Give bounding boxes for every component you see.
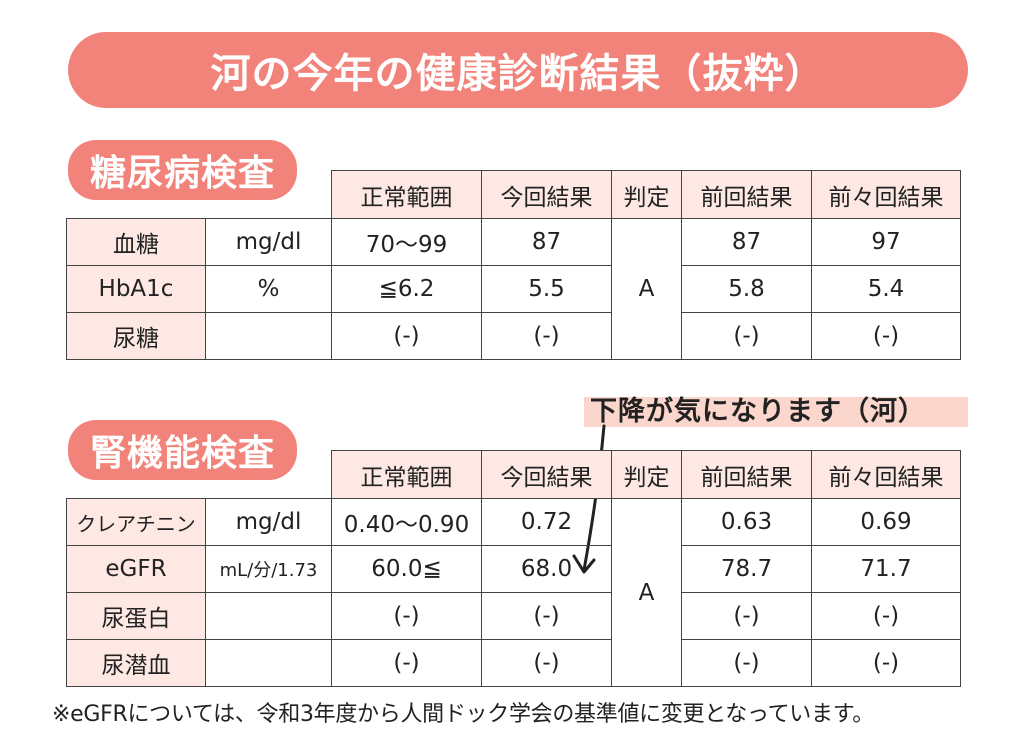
- before-previous-result: 0.69: [811, 498, 961, 546]
- current-result: (-): [481, 639, 612, 687]
- before-previous-result: 5.4: [811, 265, 961, 313]
- current-result: 87: [481, 218, 612, 266]
- test-unit: %: [205, 265, 332, 313]
- test-name: eGFR: [66, 545, 206, 593]
- diabetes-table: 正常範囲 今回結果 判定 前回結果 前々回結果 血糖 mg/dl 70〜99 8…: [66, 170, 961, 360]
- empty-cell: [67, 451, 206, 499]
- test-unit: [205, 592, 332, 640]
- current-result: 5.5: [481, 265, 612, 313]
- header-row: 正常範囲 今回結果 判定 前回結果 前々回結果: [67, 170, 961, 219]
- table-row: 尿潜血 (-) (-) (-) (-): [66, 639, 961, 687]
- current-result: (-): [481, 312, 612, 360]
- handwritten-note: 下降が気になります（河）: [584, 397, 968, 427]
- previous-result: 0.63: [681, 498, 812, 546]
- section-label-kidney: 腎機能検査: [68, 420, 298, 480]
- judgement: A: [611, 498, 682, 687]
- header-current-result: 今回結果: [481, 170, 612, 219]
- test-unit: mg/dl: [205, 498, 332, 546]
- kidney-table: 正常範囲 今回結果 判定 前回結果 前々回結果 クレアチニン mg/dl 0.4…: [66, 450, 961, 687]
- before-previous-result: 71.7: [811, 545, 961, 593]
- normal-range: (-): [331, 312, 482, 360]
- test-name: クレアチニン: [66, 498, 206, 546]
- normal-range: 60.0≦: [331, 545, 482, 593]
- judgement: A: [611, 218, 682, 360]
- empty-cell: [206, 171, 332, 219]
- current-result: 68.0: [481, 545, 612, 593]
- header-judgement: 判定: [611, 450, 682, 499]
- test-unit: mg/dl: [205, 218, 332, 266]
- header-before-previous-result: 前々回結果: [811, 450, 961, 499]
- previous-result: 87: [681, 218, 812, 266]
- test-name: HbA1c: [66, 265, 206, 313]
- header-judgement: 判定: [611, 170, 682, 219]
- empty-cell: [67, 171, 206, 219]
- normal-range: (-): [331, 592, 482, 640]
- before-previous-result: (-): [811, 639, 961, 687]
- header-before-previous-result: 前々回結果: [811, 170, 961, 219]
- normal-range: 70〜99: [331, 218, 482, 266]
- header-normal-range: 正常範囲: [331, 170, 482, 219]
- page-title: 河の今年の健康診断結果（抜粋）: [68, 32, 968, 108]
- table-row: HbA1c % ≦6.2 5.5 5.8 5.4: [66, 265, 961, 313]
- test-unit: [205, 639, 332, 687]
- before-previous-result: (-): [811, 312, 961, 360]
- table-row: クレアチニン mg/dl 0.40〜0.90 0.72 A 0.63 0.69: [66, 498, 961, 687]
- header-previous-result: 前回結果: [681, 170, 812, 219]
- previous-result: 78.7: [681, 545, 812, 593]
- test-unit: [205, 312, 332, 360]
- section-label-diabetes: 糖尿病検査: [68, 140, 298, 200]
- previous-result: (-): [681, 592, 812, 640]
- header-current-result: 今回結果: [481, 450, 612, 499]
- test-name: 尿糖: [66, 312, 206, 360]
- previous-result: (-): [681, 312, 812, 360]
- current-result: (-): [481, 592, 612, 640]
- empty-cell: [206, 451, 332, 499]
- test-name: 尿潜血: [66, 639, 206, 687]
- current-result: 0.72: [481, 498, 612, 546]
- test-unit: mL/分/1.73: [205, 545, 332, 593]
- table-row: 尿糖 (-) (-) (-) (-): [66, 312, 961, 360]
- header-previous-result: 前回結果: [681, 450, 812, 499]
- test-name: 尿蛋白: [66, 592, 206, 640]
- normal-range: ≦6.2: [331, 265, 482, 313]
- before-previous-result: (-): [811, 592, 961, 640]
- table-row: eGFR mL/分/1.73 60.0≦ 68.0 78.7 71.7: [66, 545, 961, 593]
- footnote: ※eGFRについては、令和3年度から人間ドック学会の基準値に変更となっています。: [52, 702, 874, 727]
- header-normal-range: 正常範囲: [331, 450, 482, 499]
- table-row: 尿蛋白 (-) (-) (-) (-): [66, 592, 961, 640]
- previous-result: 5.8: [681, 265, 812, 313]
- header-row: 正常範囲 今回結果 判定 前回結果 前々回結果: [67, 450, 961, 499]
- table-row: 血糖 mg/dl 70〜99 87 A 87 97: [66, 218, 961, 360]
- test-name: 血糖: [66, 218, 206, 266]
- before-previous-result: 97: [811, 218, 961, 266]
- normal-range: (-): [331, 639, 482, 687]
- previous-result: (-): [681, 639, 812, 687]
- normal-range: 0.40〜0.90: [331, 498, 482, 546]
